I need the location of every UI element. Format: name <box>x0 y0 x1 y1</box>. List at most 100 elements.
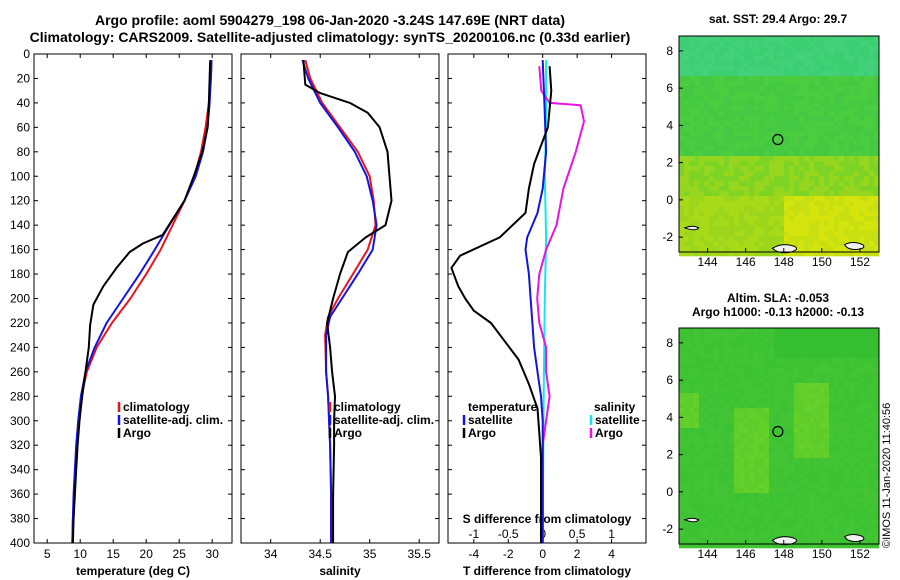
map-cell <box>719 156 725 162</box>
map-cell <box>749 61 755 67</box>
map-cell <box>699 36 705 42</box>
map-cell <box>734 116 740 122</box>
map-cell <box>864 513 870 519</box>
map-cell <box>854 96 860 102</box>
map-cell <box>684 428 690 434</box>
map-cell <box>774 176 780 182</box>
map-cell <box>759 216 765 222</box>
map-cell <box>704 418 710 424</box>
map-cell <box>679 358 685 364</box>
map-cell <box>719 206 725 212</box>
map-cell <box>759 353 765 359</box>
map-cell <box>779 373 785 379</box>
map-cell <box>834 413 840 419</box>
map-cell <box>719 438 725 444</box>
map-cell <box>684 528 690 534</box>
map-cell <box>754 236 760 242</box>
map-cell <box>729 116 735 122</box>
map-cell <box>814 433 820 439</box>
map-cell <box>819 181 825 187</box>
map-cell <box>754 498 760 504</box>
map-cell <box>859 151 865 157</box>
map-cell <box>749 181 755 187</box>
map-cell <box>834 91 840 97</box>
map-cell <box>739 146 745 152</box>
map-cell <box>769 338 775 344</box>
map-cell <box>874 61 880 67</box>
map-cell <box>799 221 805 227</box>
map-cell <box>849 453 855 459</box>
map-cell <box>839 181 845 187</box>
map-cell <box>709 508 715 514</box>
map-cell <box>769 236 775 242</box>
map-cell <box>704 216 710 222</box>
map-cell <box>789 76 795 82</box>
map-cell <box>859 348 865 354</box>
map-cell <box>744 353 750 359</box>
map-cell <box>814 86 820 92</box>
map-cell <box>789 146 795 152</box>
map-cell <box>709 221 715 227</box>
map-cell <box>829 373 835 379</box>
map-cell <box>824 201 830 207</box>
map-cell <box>799 538 805 544</box>
map-cell <box>774 241 780 247</box>
map-cell <box>829 151 835 157</box>
map-cell <box>809 508 815 514</box>
map-cell <box>729 393 735 399</box>
map-cell <box>839 201 845 207</box>
map-cell <box>769 423 775 429</box>
map-cell <box>794 353 800 359</box>
map-cell <box>764 156 770 162</box>
map-cell <box>764 181 770 187</box>
map-cell <box>854 328 860 334</box>
map-cell <box>679 141 685 147</box>
map-cell <box>689 101 695 107</box>
map-cell <box>849 393 855 399</box>
map-cell <box>849 333 855 339</box>
map-cell <box>859 423 865 429</box>
map-cell <box>809 373 815 379</box>
map-cell <box>719 76 725 82</box>
map-cell <box>694 216 700 222</box>
map-cell <box>789 348 795 354</box>
map-cell <box>834 363 840 369</box>
map-cell <box>684 538 690 544</box>
map-cell <box>719 383 725 389</box>
map-cell <box>729 36 735 42</box>
map-cell <box>864 418 870 424</box>
map-cell <box>779 428 785 434</box>
map-cell <box>789 36 795 42</box>
map-cell <box>789 383 795 389</box>
map-cell <box>844 538 850 544</box>
map-cell <box>769 121 775 127</box>
map-cell <box>784 498 790 504</box>
map-cell <box>869 533 875 539</box>
map-cell <box>794 328 800 334</box>
map-cell <box>764 378 770 384</box>
map-cell <box>724 438 730 444</box>
map-cell <box>829 91 835 97</box>
map-cell <box>689 373 695 379</box>
map-cell <box>769 151 775 157</box>
map-cell <box>844 453 850 459</box>
map-cell <box>759 488 765 494</box>
map-cell <box>869 76 875 82</box>
map-cell <box>724 373 730 379</box>
map-cell <box>739 328 745 334</box>
map-cell <box>854 413 860 419</box>
map-cell <box>684 363 690 369</box>
map-cell <box>819 36 825 42</box>
map-cell <box>799 458 805 464</box>
map-cell <box>874 116 880 122</box>
map-cell <box>679 368 685 374</box>
map-cell <box>864 36 870 42</box>
map-cell <box>759 146 765 152</box>
map-cell <box>849 156 855 162</box>
map-cell <box>764 131 770 137</box>
map-cell <box>709 166 715 172</box>
map-cell <box>694 398 700 404</box>
map-cell <box>729 373 735 379</box>
map-cell <box>794 403 800 409</box>
map-cell <box>779 448 785 454</box>
